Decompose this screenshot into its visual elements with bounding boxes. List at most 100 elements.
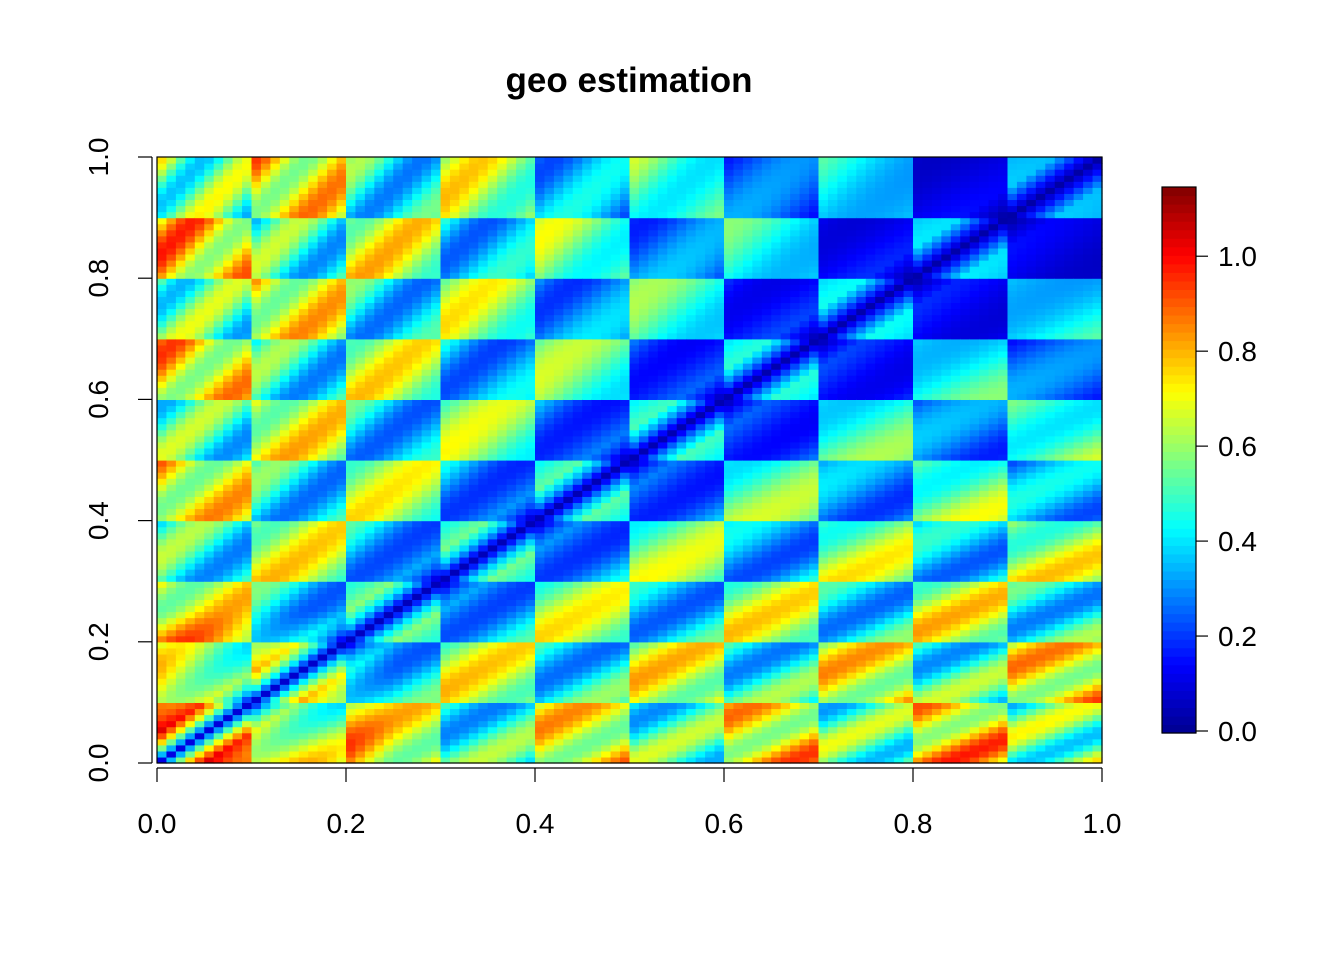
heatmap-cell: [601, 193, 612, 201]
heatmap-cell: [374, 199, 385, 207]
heatmap-cell: [260, 666, 271, 673]
heatmap-cell: [374, 696, 385, 703]
heatmap-cell: [185, 544, 196, 552]
heatmap-cell: [421, 544, 432, 552]
heatmap-cell: [572, 714, 583, 722]
heatmap-cell: [402, 678, 413, 685]
heatmap-cell: [591, 356, 602, 364]
heatmap-cell: [440, 714, 451, 722]
heatmap-cell: [223, 635, 234, 643]
heatmap-cell: [478, 338, 489, 346]
heatmap-cell: [317, 314, 328, 322]
heatmap-cell: [346, 453, 357, 461]
heatmap-cell: [308, 708, 319, 716]
heatmap-cell: [487, 726, 498, 734]
heatmap-cell: [242, 199, 253, 207]
heatmap-cell: [204, 187, 215, 194]
heatmap-cell: [204, 169, 215, 176]
heatmap-cell: [298, 223, 309, 231]
heatmap-cell: [431, 460, 442, 467]
heatmap-cell: [572, 181, 583, 188]
heatmap-cell: [478, 435, 489, 443]
heatmap-cell: [223, 350, 234, 358]
heatmap-cell: [185, 581, 196, 588]
heatmap-cell: [516, 666, 527, 673]
heatmap-cell: [251, 169, 262, 176]
heatmap-cell: [308, 326, 319, 334]
heatmap-cell: [431, 435, 442, 443]
heatmap-cell: [364, 356, 375, 364]
heatmap-cell: [497, 314, 508, 322]
heatmap-cell: [194, 423, 205, 431]
heatmap-cell: [232, 581, 243, 588]
heatmap-cell: [516, 563, 527, 570]
heatmap-cell: [506, 720, 517, 728]
heatmap-cell: [431, 714, 442, 722]
heatmap-cell: [336, 302, 347, 310]
heatmap-cell: [374, 702, 385, 710]
heatmap-cell: [601, 369, 612, 376]
heatmap-cell: [194, 399, 205, 407]
heatmap-cell: [421, 484, 432, 491]
heatmap-cell: [516, 405, 527, 413]
heatmap-cell: [175, 399, 186, 407]
heatmap-cell: [412, 260, 423, 267]
heatmap-cell: [327, 550, 338, 558]
heatmap-cell: [497, 672, 508, 679]
heatmap-cell: [355, 508, 366, 516]
heatmap-cell: [525, 460, 536, 467]
heatmap-cell: [601, 484, 612, 491]
heatmap-cell: [601, 581, 612, 588]
heatmap-cell: [242, 641, 253, 649]
heatmap-cell: [440, 266, 451, 273]
heatmap-cell: [610, 332, 621, 340]
heatmap-cell: [572, 417, 583, 425]
heatmap-cell: [553, 405, 564, 413]
heatmap-cell: [431, 484, 442, 491]
heatmap-cell: [459, 260, 470, 267]
heatmap-cell: [374, 253, 385, 261]
heatmap-cell: [516, 260, 527, 267]
heatmap-cell: [242, 575, 253, 582]
heatmap-cell: [421, 387, 432, 394]
heatmap-cell: [431, 302, 442, 310]
heatmap-cell: [279, 338, 290, 346]
heatmap-cell: [506, 659, 517, 667]
heatmap-cell: [506, 217, 517, 225]
heatmap-cell: [468, 720, 479, 728]
heatmap-cell: [544, 532, 555, 540]
heatmap-cell: [336, 678, 347, 685]
heatmap-cell: [213, 393, 224, 400]
heatmap-cell: [185, 623, 196, 631]
heatmap-cell: [431, 641, 442, 649]
heatmap-cell: [393, 647, 404, 655]
heatmap-cell: [478, 284, 489, 291]
heatmap-cell: [431, 453, 442, 461]
heatmap-cell: [185, 441, 196, 449]
heatmap-cell: [355, 205, 366, 213]
heatmap-cell: [336, 193, 347, 201]
heatmap-cell: [572, 708, 583, 716]
heatmap-cell: [260, 332, 271, 340]
heatmap-cell: [535, 556, 546, 564]
heatmap-cell: [374, 423, 385, 431]
heatmap-cell: [393, 241, 404, 249]
heatmap-cell: [591, 478, 602, 485]
heatmap-cell: [346, 744, 357, 752]
heatmap-cell: [544, 617, 555, 625]
heatmap-cell: [185, 399, 196, 407]
heatmap-cell: [478, 490, 489, 497]
heatmap-cell: [459, 356, 470, 364]
heatmap-cell: [497, 332, 508, 340]
heatmap-cell: [544, 490, 555, 497]
heatmap-cell: [487, 375, 498, 382]
heatmap-cell: [553, 314, 564, 322]
heatmap-cell: [553, 490, 564, 497]
heatmap-cell: [270, 393, 281, 400]
heatmap-cell: [279, 411, 290, 419]
heatmap-cell: [289, 647, 300, 655]
heatmap-cell: [336, 338, 347, 346]
heatmap-cell: [572, 157, 583, 164]
heatmap-cell: [279, 193, 290, 201]
heatmap-cell: [157, 514, 168, 522]
